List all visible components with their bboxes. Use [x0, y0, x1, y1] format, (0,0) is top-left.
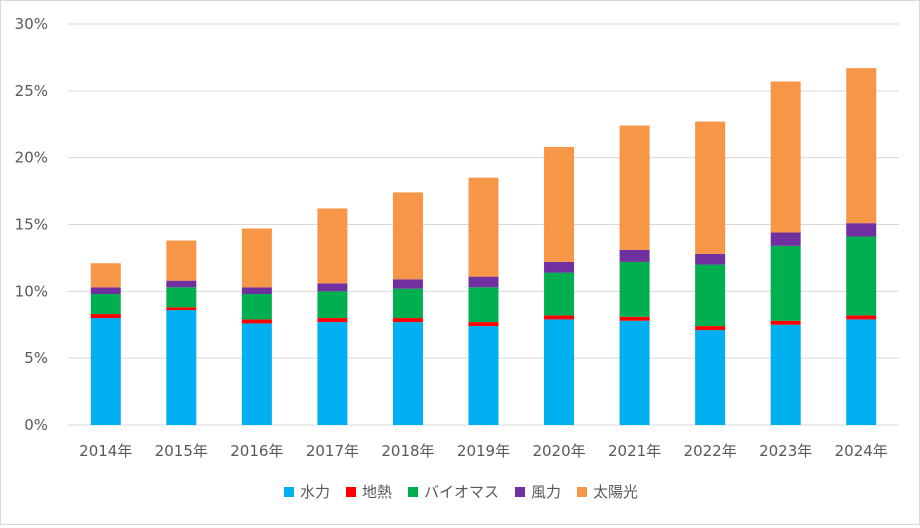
y-tick-label: 5% [24, 349, 48, 367]
legend-item: 地熱 [345, 481, 392, 502]
x-tick-label: 2021年 [608, 442, 661, 460]
bar-segment [619, 125, 650, 250]
bar-segment [695, 330, 726, 425]
bar-segment [770, 232, 801, 246]
bar-segment [619, 316, 650, 321]
x-tick-label: 2018年 [381, 442, 434, 460]
x-tick-label: 2019年 [457, 442, 510, 460]
y-axis-ticks: 0% 5% 10% 15% 20% 25% 30% [15, 15, 48, 434]
x-tick-label: 2014年 [79, 442, 132, 460]
bar-segment [241, 287, 272, 295]
bar-segment [166, 310, 197, 425]
bar-segment [846, 68, 877, 224]
bar-segment [166, 307, 197, 311]
bar-segment [166, 280, 197, 288]
legend-swatch [407, 486, 418, 497]
bar-segment [619, 320, 650, 425]
x-tick-label: 2024年 [835, 442, 888, 460]
bar-segment [392, 318, 423, 323]
bar-segment [619, 249, 650, 262]
bar-segment [90, 287, 121, 295]
legend-swatch [345, 486, 356, 497]
legend-label: バイオマス [423, 483, 499, 501]
bar-segment [166, 287, 197, 308]
bar-segment [770, 245, 801, 321]
bar-segment [468, 177, 499, 277]
bar-segment [317, 291, 348, 319]
y-tick-label: 25% [15, 82, 48, 100]
bar-segment [392, 288, 423, 319]
bar-segment [846, 236, 877, 316]
bar-segment [846, 223, 877, 237]
bar-segment [317, 322, 348, 425]
bar-segment [90, 294, 121, 315]
legend-item: 水力 [283, 481, 330, 502]
bars [90, 68, 877, 425]
bar-segment [166, 240, 197, 281]
bar-segment [241, 319, 272, 324]
y-tick-label: 0% [24, 416, 48, 434]
y-tick-label: 20% [15, 149, 48, 167]
bar-segment [317, 283, 348, 292]
bar-segment [695, 253, 726, 265]
bar-segment [770, 320, 801, 325]
bar-segment [695, 121, 726, 254]
bar-segment [241, 228, 272, 288]
x-tick-label: 2016年 [230, 442, 283, 460]
bar-segment [468, 287, 499, 323]
bar-segment [392, 279, 423, 289]
bar-segment [241, 294, 272, 320]
bar-segment [90, 314, 121, 319]
bar-segment [695, 326, 726, 331]
bar-segment [544, 261, 575, 273]
y-tick-label: 15% [15, 216, 48, 234]
legend-item: 太陽光 [577, 481, 638, 502]
legend-swatch [515, 486, 525, 497]
bar-segment [392, 192, 423, 280]
bar-segment [241, 323, 272, 425]
bar-segment [90, 263, 121, 288]
bar-segment [468, 276, 499, 288]
bar-segment [619, 261, 650, 317]
bar-segment [770, 81, 801, 233]
x-tick-label: 2023年 [759, 442, 812, 460]
y-tick-label: 30% [15, 15, 48, 33]
bar-segment [90, 318, 121, 425]
legend-label: 水力 [299, 483, 330, 501]
x-tick-label: 2017年 [306, 442, 359, 460]
y-tick-label: 10% [15, 282, 48, 300]
bar-segment [317, 318, 348, 323]
bar-segment [544, 146, 575, 262]
bar-segment [695, 264, 726, 327]
legend-swatch [577, 486, 588, 497]
legend-label: 地熱 [361, 483, 392, 501]
bar-segment [544, 272, 575, 316]
x-tick-label: 2020年 [532, 442, 585, 460]
x-tick-label: 2022年 [684, 442, 737, 460]
legend-item: 風力 [515, 481, 561, 502]
legend-label: 風力 [531, 483, 562, 501]
bar-segment [846, 319, 877, 425]
legend-item: バイオマス [407, 481, 499, 502]
legend-swatch [283, 486, 294, 497]
x-tick-label: 2015年 [155, 442, 208, 460]
bar-segment [544, 319, 575, 425]
bar-segment [846, 315, 877, 320]
bar-segment [392, 322, 423, 425]
bar-segment [468, 322, 499, 327]
bar-segment [770, 324, 801, 425]
x-axis-ticks: 2014年 2015年 2016年 2017年 2018年 2019年 2020年 2021年… [79, 442, 888, 460]
bar-segment [544, 315, 575, 320]
bar-segment [468, 326, 499, 425]
legend-label: 太陽光 [593, 483, 639, 501]
legend: 水力 地熱 バイオマス 風力 太陽光 [1, 481, 920, 502]
bar-segment [317, 208, 348, 284]
